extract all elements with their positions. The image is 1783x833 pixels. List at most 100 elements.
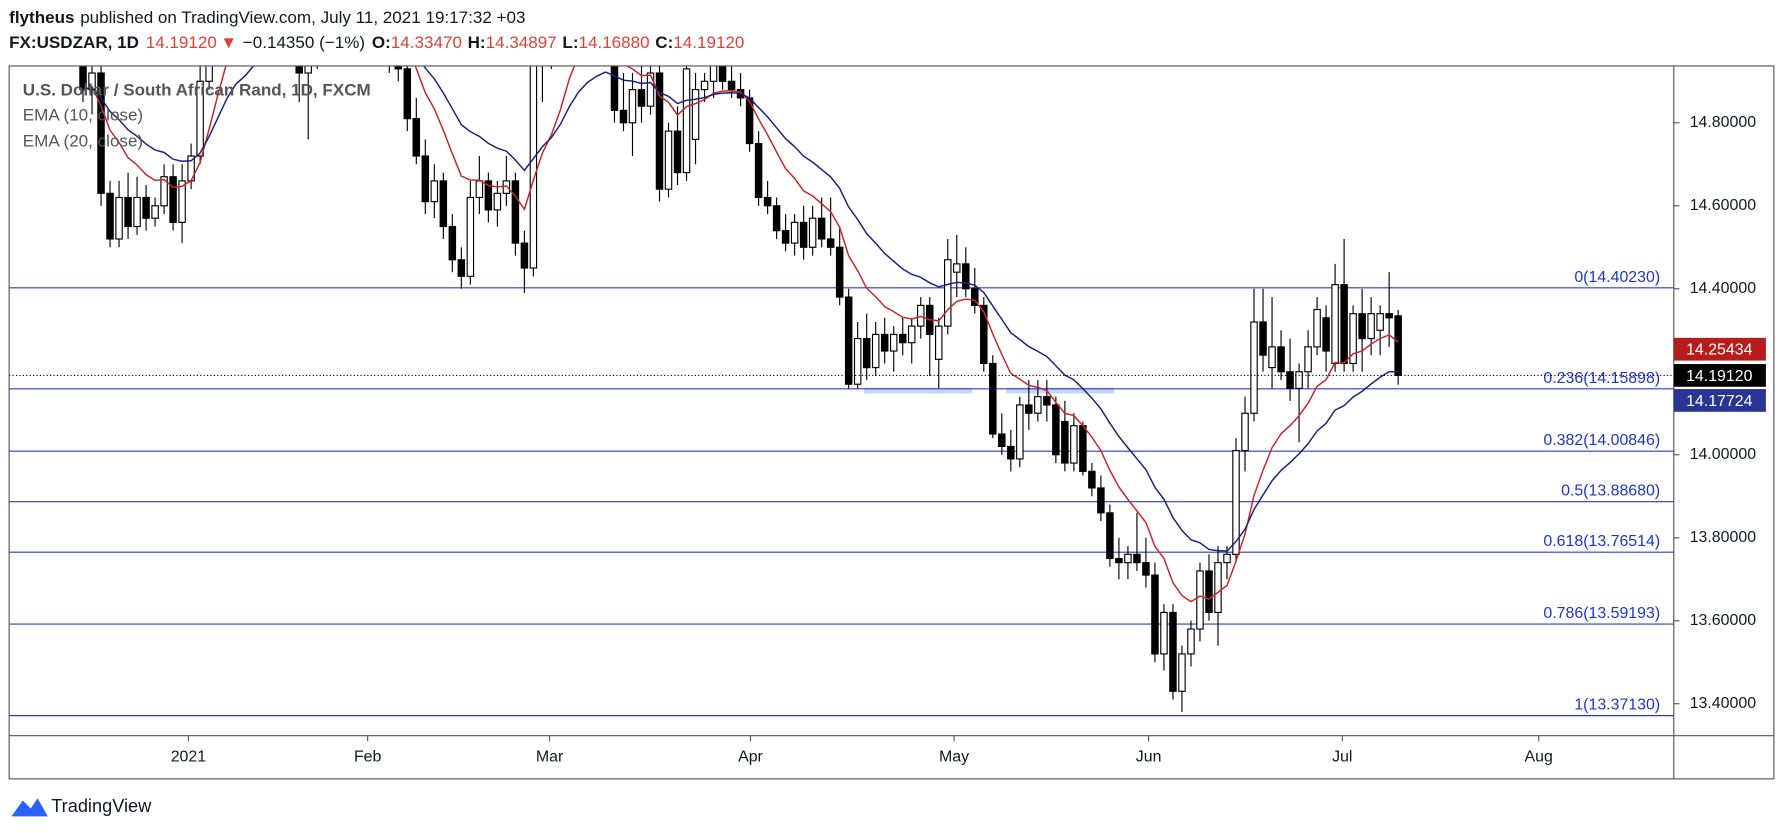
change: −0.14350 (−1%) (243, 33, 365, 52)
candle-body (448, 225, 457, 261)
y-tick-label: 14.40000 (1690, 280, 1756, 297)
candle-body (1340, 284, 1348, 365)
candle-body (124, 196, 132, 228)
candle-body (1016, 404, 1024, 460)
candle-body (1286, 371, 1294, 389)
candle-body (439, 180, 448, 228)
candle-body (754, 142, 763, 199)
x-tick-label: May (939, 748, 969, 765)
candle-body (1034, 396, 1042, 414)
candle-body (1088, 470, 1096, 489)
candle-body (1151, 574, 1159, 655)
candle-body (980, 304, 988, 365)
candle-body (1349, 313, 1357, 365)
candle-body (106, 192, 114, 240)
x-tick-label: Feb (354, 748, 382, 765)
candle-body (403, 68, 412, 120)
close-value: 14.19120 (673, 33, 744, 52)
candle-body (1376, 313, 1384, 331)
x-tick-label: Apr (738, 748, 763, 765)
candle-body (1178, 653, 1186, 692)
candle-body (133, 196, 141, 228)
y-tick-label: 14.60000 (1690, 197, 1756, 214)
price-label-box (1673, 337, 1766, 361)
candle-body (430, 180, 439, 203)
candle-body (457, 259, 466, 277)
candle-body (1331, 284, 1339, 365)
candle-body (709, 65, 718, 82)
candle-body (1115, 557, 1123, 564)
candle-body (511, 180, 520, 244)
published: published on TradingView.com, July 11, 2… (80, 8, 525, 27)
candle-body (700, 80, 709, 91)
x-tick-label: Mar (536, 748, 564, 765)
legend-entry: EMA (20, close) (23, 132, 143, 151)
candle-body (1250, 321, 1258, 414)
y-tick-label: 13.40000 (1690, 695, 1756, 712)
close-label: C: (655, 33, 673, 52)
candle-body (1007, 445, 1015, 460)
candle-body (493, 192, 502, 211)
legend-title: U.S. Dollar / South African Rand, 1D, FX… (23, 80, 371, 99)
candle-body (817, 217, 826, 240)
candle-body (205, 65, 213, 82)
candle-body (412, 118, 421, 157)
candle-body (772, 205, 781, 232)
open-label: O: (372, 33, 391, 52)
candle-body (178, 180, 186, 223)
candle-body (1223, 553, 1231, 564)
legend: U.S. Dollar / South African Rand, 1D, FX… (23, 80, 371, 150)
highlight (864, 387, 973, 394)
candle-body (1124, 553, 1132, 564)
price-label: 14.17724 (1686, 393, 1752, 410)
candle-body (628, 89, 637, 124)
candle-body (844, 296, 853, 385)
fib-label: 0(14.40230) (1574, 269, 1660, 286)
candle-body (295, 65, 303, 74)
candle-body (160, 176, 168, 207)
candle-body (1043, 396, 1051, 406)
candle-body (1295, 371, 1303, 389)
fib-label: 0.786(13.59193) (1543, 605, 1660, 622)
candle-body (781, 230, 790, 244)
fib-label: 0.236(14.15898) (1543, 370, 1660, 387)
brand: TradingView (51, 796, 152, 816)
highlight (1006, 387, 1115, 394)
candle-body (971, 288, 979, 306)
axes: 13.4000013.6000013.8000014.0000014.20000… (8, 65, 1775, 780)
high-label: H: (468, 33, 486, 52)
candle-body (691, 89, 700, 140)
fib-label: 0.382(14.00846) (1543, 432, 1660, 449)
candle-body (1385, 313, 1393, 319)
candle-body (1187, 628, 1195, 655)
candle-body (1241, 412, 1249, 452)
candle-body (529, 65, 538, 269)
x-tick-label: Jul (1332, 748, 1352, 765)
candle-body (1133, 553, 1141, 564)
x-tick-label: Aug (1525, 748, 1553, 765)
candle-body (871, 333, 880, 369)
candle-body (655, 72, 664, 190)
plot-area: 0(14.40230) 0.236(14.15898) 0.382(14.00846… (9, 65, 1674, 717)
candle-body (989, 362, 997, 435)
author: flytheus (9, 8, 74, 27)
candle-body (502, 180, 511, 194)
candle-body (1358, 313, 1366, 340)
open-value: 14.33470 (391, 33, 462, 52)
candle-body (898, 333, 907, 344)
candle-body (1268, 346, 1276, 369)
low-label: L: (562, 33, 578, 52)
candle-body (907, 325, 916, 344)
fib-label: 1(13.37130) (1574, 697, 1660, 714)
candle-body (421, 155, 430, 203)
ema-line (82, 65, 1399, 603)
candle-body (826, 238, 835, 248)
x-tick-label: Jun (1136, 748, 1162, 765)
candle-body (673, 130, 682, 174)
candle-body (862, 337, 871, 369)
change-arrow: ▼ (220, 33, 237, 52)
ema-line (82, 65, 1399, 552)
candle-body (682, 68, 691, 174)
